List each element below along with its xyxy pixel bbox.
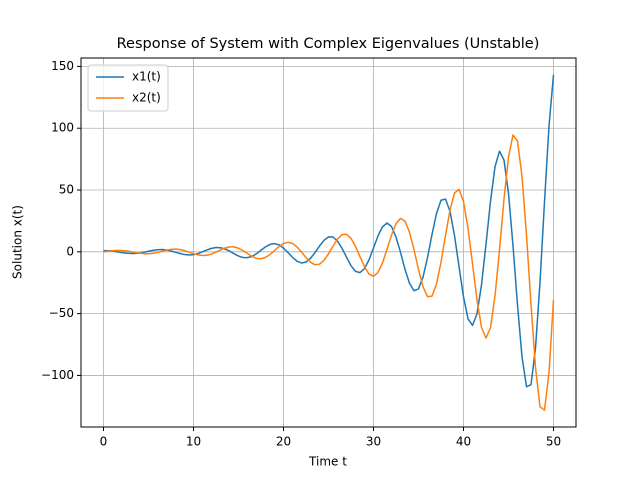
x-tick-label: 0 xyxy=(100,435,108,449)
series-line xyxy=(103,134,555,411)
legend-label: x1(t) xyxy=(132,70,161,84)
x-tick-label: 10 xyxy=(186,435,201,449)
y-tick-label: 0 xyxy=(66,244,74,258)
grid xyxy=(81,58,576,427)
y-tick-label: −50 xyxy=(49,306,74,320)
x-axis-label: Time t xyxy=(308,455,347,469)
y-tick-label: 150 xyxy=(51,59,74,73)
y-axis-label: Solution x(t) xyxy=(11,205,25,279)
legend-label: x2(t) xyxy=(132,91,161,105)
chart-title: Response of System with Complex Eigenval… xyxy=(117,36,540,52)
series-line xyxy=(103,74,555,388)
y-tick-label: −100 xyxy=(41,368,74,382)
y-tick-label: 100 xyxy=(51,121,74,135)
x-tick-label: 50 xyxy=(546,435,561,449)
legend: x1(t) x2(t) xyxy=(87,64,169,112)
x-tick-label: 40 xyxy=(456,435,471,449)
x-tick-label: 30 xyxy=(366,435,381,449)
axes-frame xyxy=(80,57,577,428)
x-tick-label: 20 xyxy=(276,435,291,449)
y-tick-label: 50 xyxy=(59,183,74,197)
plot-area xyxy=(103,74,555,411)
